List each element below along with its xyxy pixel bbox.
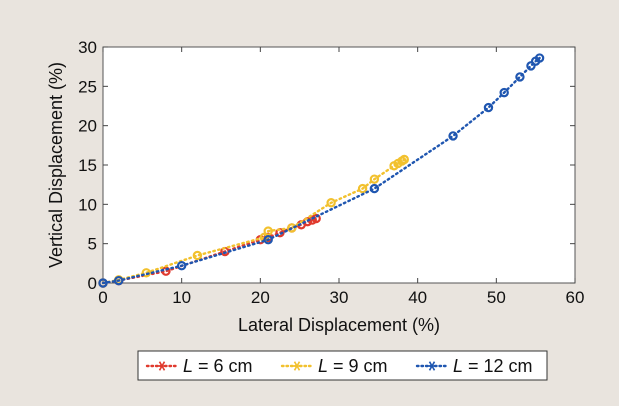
y-tick-label: 30 <box>78 38 97 57</box>
x-tick-label: 0 <box>98 288 107 307</box>
x-tick-label: 20 <box>251 288 270 307</box>
data-point <box>141 268 151 278</box>
x-tick-label: 10 <box>172 288 191 307</box>
y-axis-label: Vertical Displacement (%) <box>46 62 66 268</box>
legend-label-value: = 12 cm <box>463 356 533 376</box>
legend-label-value: = 6 cm <box>193 356 253 376</box>
data-point <box>176 260 187 271</box>
data-point <box>399 154 409 165</box>
y-tick-label: 10 <box>78 195 97 214</box>
data-point <box>499 87 509 98</box>
data-point <box>369 174 380 184</box>
data-point <box>534 53 545 63</box>
data-point <box>263 235 273 245</box>
legend-label-variable: L <box>318 356 328 376</box>
data-point <box>192 250 203 261</box>
legend-marker-spoke <box>296 361 301 367</box>
series-line <box>101 56 541 285</box>
data-point <box>98 278 108 288</box>
legend-box <box>137 350 548 381</box>
legend-marker-spoke <box>161 361 166 367</box>
data-point <box>526 61 536 71</box>
legend-label: L = 12 cm <box>453 356 533 376</box>
y-tick-label: 5 <box>88 235 97 254</box>
data-point <box>114 275 124 286</box>
x-tick-label: 40 <box>408 288 427 307</box>
legend-label-value: = 9 cm <box>328 356 388 376</box>
x-tick-label: 30 <box>330 288 349 307</box>
data-point <box>483 102 494 113</box>
x-tick-label: 50 <box>487 288 506 307</box>
ticks-layer: 0 10 20 30 40 50 60 0 5 10 15 20 25 30 <box>78 38 584 307</box>
series-2 <box>98 53 545 288</box>
data-point <box>448 131 458 141</box>
y-tick-label: 15 <box>78 156 97 175</box>
data-point <box>263 226 273 236</box>
legend: L = 6 cm L = 9 cm L = 12 cm <box>137 350 548 381</box>
y-tick-label: 0 <box>88 274 97 293</box>
legend-label: L = 6 cm <box>183 356 253 376</box>
legend-marker-spoke <box>431 361 436 367</box>
y-tick-label: 25 <box>78 77 97 96</box>
legend-item-0: L = 6 cm <box>145 356 253 376</box>
series-layer <box>98 53 545 288</box>
series-line <box>101 158 406 285</box>
legend-item-1: L = 9 cm <box>280 356 388 376</box>
data-point <box>357 183 368 194</box>
plot-area <box>102 46 576 284</box>
data-point <box>369 183 380 194</box>
legend-item-2: L = 12 cm <box>415 356 533 376</box>
y-tick-label: 20 <box>78 117 97 136</box>
x-tick-label: 60 <box>566 288 585 307</box>
data-point <box>515 72 525 82</box>
legend-label-variable: L <box>183 356 193 376</box>
legend-label-variable: L <box>453 356 463 376</box>
legend-label: L = 9 cm <box>318 356 388 376</box>
data-point <box>326 198 336 208</box>
x-axis-label: Lateral Displacement (%) <box>238 315 440 335</box>
